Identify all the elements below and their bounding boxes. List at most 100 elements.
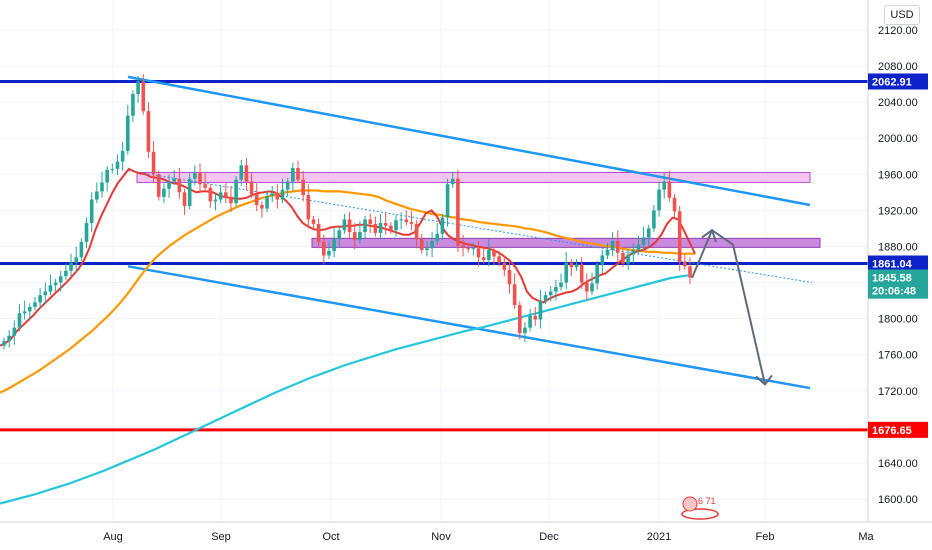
candle-body <box>610 241 615 251</box>
candle-body <box>342 219 347 231</box>
candle-body <box>260 204 264 209</box>
candle-body <box>378 223 383 233</box>
candle-body <box>125 115 130 151</box>
price-tick-label: 1600.00 <box>878 494 918 506</box>
candle-body <box>7 335 11 342</box>
time-tick-label: Sep <box>211 531 231 543</box>
currency-label[interactable]: USD <box>884 5 920 25</box>
price-tag-label: 2062.91 <box>872 76 912 88</box>
price-tick-label: 2120.00 <box>878 25 918 37</box>
candle-body <box>440 217 445 234</box>
candle-body <box>409 222 414 224</box>
candle-body <box>445 184 450 218</box>
candle-body <box>389 225 393 231</box>
candle-body <box>244 165 249 182</box>
candle-body <box>182 192 187 206</box>
candle-body <box>615 241 620 253</box>
ema-fast-line <box>0 167 696 347</box>
candle-body <box>476 248 481 258</box>
candle-body <box>543 295 548 301</box>
projection-arrowhead-down <box>755 374 773 386</box>
candle-body <box>383 223 388 226</box>
candle-body <box>208 187 213 202</box>
candle-body <box>517 305 522 334</box>
candle-body <box>167 181 171 189</box>
candle-body <box>600 255 605 265</box>
candle-body <box>497 256 501 263</box>
time-axis: Aug Sep Oct Nov Dec 2021 Feb Ma <box>0 521 932 543</box>
candle-body <box>662 181 667 190</box>
candle-body <box>677 211 682 262</box>
price-tick-label: 1960.00 <box>878 169 918 181</box>
candle-body <box>652 210 656 229</box>
candle-body <box>131 94 135 116</box>
candle-body <box>239 165 244 180</box>
candle-body <box>296 167 300 180</box>
candle-body <box>84 223 89 242</box>
candle-body <box>554 287 558 292</box>
candle-body <box>48 285 53 292</box>
candle-body <box>79 241 84 258</box>
candle-body <box>33 302 37 307</box>
time-tick-label: Dec <box>539 531 559 543</box>
candle-body <box>358 232 362 241</box>
moving-averages <box>0 167 696 505</box>
candle-body <box>352 232 357 241</box>
price-tick-label: 1640.00 <box>878 458 918 470</box>
candle-body <box>657 189 661 211</box>
price-axis: 1600.001640.001680.001720.001760.001800.… <box>867 0 928 522</box>
time-tick-label: Oct <box>322 531 339 543</box>
ema-slow-line <box>0 274 689 505</box>
candle-body <box>579 264 584 283</box>
candle-body <box>461 245 465 248</box>
candle-body <box>301 179 305 196</box>
candle-body <box>487 250 491 260</box>
candle-body <box>234 179 238 204</box>
candle-body <box>631 250 636 255</box>
candle-body <box>533 315 538 320</box>
candle-body <box>435 233 440 242</box>
candle-body <box>368 219 373 224</box>
candle-body <box>110 168 115 170</box>
candle-body <box>115 161 120 169</box>
candle-body <box>466 247 471 250</box>
time-tick-label: Ma <box>858 531 874 543</box>
price-tag-label: 20:06:48 <box>872 286 916 298</box>
candle-body <box>394 220 398 231</box>
candle-body <box>89 199 94 224</box>
candle-body <box>177 178 182 193</box>
time-tick-label: 2021 <box>647 531 671 543</box>
candle-body <box>414 223 419 240</box>
price-tag-label: 1845.58 <box>872 273 912 285</box>
candle-body <box>146 111 151 152</box>
candle-body <box>17 313 22 328</box>
candle-body <box>151 151 156 175</box>
resistance-zone-lower <box>311 237 821 248</box>
channel-lower-line <box>127 265 811 390</box>
candle-body <box>223 192 228 197</box>
candle-body <box>471 248 476 250</box>
candle-body <box>43 291 48 296</box>
time-tick-label: Feb <box>756 531 775 543</box>
price-tick-label: 1800.00 <box>878 314 918 326</box>
candle-body <box>321 241 326 256</box>
price-tick-label: 2080.00 <box>878 61 918 73</box>
candle-body <box>2 341 6 346</box>
channel-upper-line <box>127 75 811 207</box>
candle-body <box>254 194 259 205</box>
candle-body <box>347 219 352 233</box>
candle-body <box>456 178 460 246</box>
price-tick-label: 2000.00 <box>878 133 918 145</box>
candle-body <box>590 283 594 292</box>
candle-body <box>548 291 553 296</box>
ema-mid-line <box>0 189 695 394</box>
resistance-zone-upper <box>136 172 811 183</box>
candle-body <box>285 181 290 190</box>
candle-body <box>311 219 316 224</box>
candle-body <box>306 195 311 220</box>
price-tag-label: 1861.04 <box>872 259 913 271</box>
candle-body <box>363 219 367 233</box>
candle-body <box>213 199 218 202</box>
candle-body <box>316 223 321 242</box>
